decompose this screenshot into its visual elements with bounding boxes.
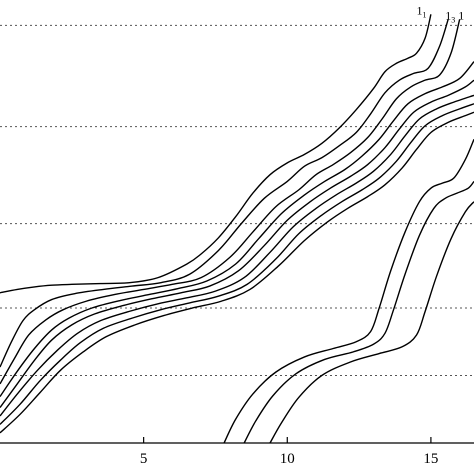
x-axis-ticks: 5 10 15 xyxy=(140,437,438,467)
gridlines xyxy=(0,24,474,376)
series-line-6 xyxy=(0,94,474,417)
series-line-5 xyxy=(0,79,474,408)
curve-label-3: 1 xyxy=(458,8,464,22)
curve-label-2: 13 xyxy=(445,8,455,24)
series-line-8 xyxy=(0,111,474,434)
x-tick-label-5: 5 xyxy=(140,451,148,467)
series-line-1 xyxy=(0,14,432,294)
series-line-11 xyxy=(269,201,474,444)
series-line-2 xyxy=(0,19,449,368)
x-tick-label-10: 10 xyxy=(280,451,295,467)
curve-labels: 11 13 1 xyxy=(417,3,465,24)
curve-label-1: 11 xyxy=(417,3,427,19)
series-line-9 xyxy=(223,138,474,444)
series-line-10 xyxy=(243,180,474,444)
series-line-7 xyxy=(0,103,474,425)
series-line-4 xyxy=(0,61,474,397)
series-layer xyxy=(0,14,474,444)
x-tick-label-15: 15 xyxy=(423,451,438,467)
series-line-3 xyxy=(0,19,461,385)
